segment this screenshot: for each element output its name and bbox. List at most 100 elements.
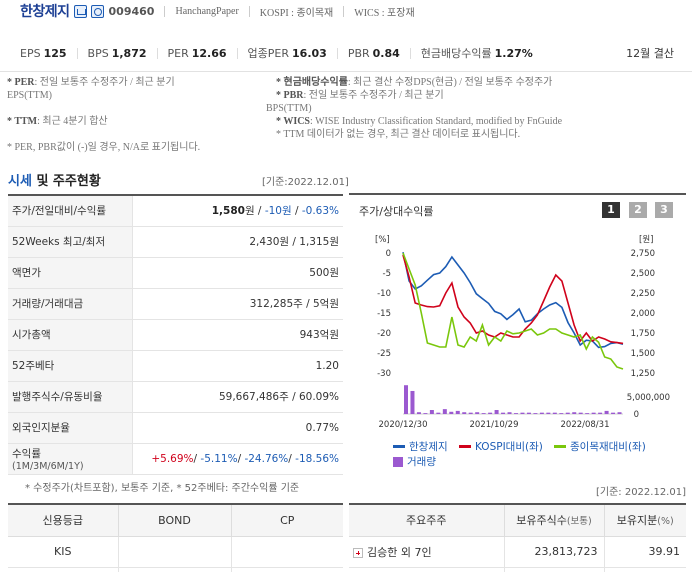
volume-bar [565,412,570,414]
stock-code: 009460 [108,4,155,18]
ir-icon[interactable] [90,4,104,18]
note-dividend: * 현금배당수익률: 최근 결산 수정DPS(현금) / 전일 보통주 수정주가 [276,77,553,88]
settlement-month: 12월 결산 [626,47,674,60]
table-row [349,567,686,572]
left-tick-label: -30 [377,369,391,379]
left-tick-label: -20 [377,329,391,339]
volume-tick-label: 0 [634,410,639,420]
volume-bar [507,412,512,414]
52w-value: 2,430원 / 1,315원 [132,226,343,258]
left-tick-label: 0 [386,249,391,259]
wics-sector: WICS : 포장재 [354,7,415,19]
left-unit: [%] [375,235,390,245]
table-row: 시가총액 943억원 [8,319,343,351]
table-footnote: * 수정주가(차트포함), 보통주 기준, * 52주베타: 주간수익률 기준 [25,483,300,494]
legend-paper[interactable]: 종이목재대비(좌) [554,439,646,454]
returns-label: 수익률 (1M/3M/6M/1Y) [8,443,133,475]
note-ttm: * TTM: 최근 4분기 합산 [7,116,108,127]
right-tick-label: 1,500 [631,349,655,359]
note-pbr-2: BPS(TTM) [266,103,312,114]
right-tick-label: 1,250 [631,369,655,379]
volume-bar [572,412,577,414]
holder-name-cell[interactable]: 김승한 외 7인 [349,536,505,568]
sector-per-label: 업종PER [247,47,290,60]
holder-shares: 23,813,723 [504,536,605,568]
volume-bar [423,413,428,414]
volume-bar [617,412,622,414]
volume-tick-label: 5,000,000 [627,393,670,403]
volume-bar [501,412,506,414]
expand-icon[interactable] [353,547,363,558]
holder-name: 김승한 외 7인 [367,545,432,559]
table-row: 발행주식수/유동비율 59,667,486주 / 60.09% [8,381,343,413]
chart-page-1-button[interactable]: 1 [602,202,620,218]
market-cap-value: 943억원 [132,319,343,351]
par-value: 500원 [132,257,343,289]
legend-kospi[interactable]: KOSPI대비(좌) [459,439,543,454]
dividend-label: 현금배당수익률 [420,47,492,60]
x-tick-label: 2022/08/31 [561,420,610,430]
chart-page-2-button[interactable]: 2 [629,202,647,218]
table-row: KIS [8,536,343,568]
volume-bar [598,412,603,414]
left-tick-label: -15 [377,309,391,319]
volume-bar [462,412,467,414]
chart-panel: 주가/상대수익률 1 2 3 [%] [원] 0 -5 -10 -15 -20 -25 -30 2… [349,193,686,469]
credit-table: 신용등급 BOND CP KIS [8,503,343,572]
right-tick-label: 2,750 [631,249,655,259]
company-eng-name: HanchangPaper [175,5,239,17]
legend-price[interactable]: 한창제지 [393,439,448,454]
x-tick-label: 2021/10/29 [470,420,519,430]
x-tick-label: 2020/12/30 [379,420,428,430]
volume-bar [559,413,564,414]
chart-page-3-button[interactable]: 3 [655,202,673,218]
volume-bar [429,410,434,414]
volume-bar [475,412,480,414]
legend-volume[interactable]: 거래량 [393,454,436,469]
beta-value: 1.20 [132,350,343,382]
pbr-label: PBR [347,46,370,60]
volume-bar [604,410,609,414]
note-na: * PER, PBR값이 (-)일 경우, N/A로 표기됩니다. [7,142,201,153]
row-label: 주가/전일대비/수익률 [8,195,133,227]
volume-bar [488,412,493,414]
volume-bar [404,385,408,414]
volume-bar [533,413,538,414]
table-row: 액면가 500원 [8,257,343,289]
volume-bar [526,412,531,414]
table-row: 52주베타 1.20 [8,350,343,382]
table-row: 52Weeks 최고/최저 2,430원 / 1,315원 [8,226,343,258]
kospi-sector: KOSPI : 종이목재 [259,7,334,19]
sector-per-value: 16.03 [292,46,327,60]
per-value: 12.66 [191,46,227,60]
volume-bar [539,412,544,414]
volume-bar [578,412,583,414]
returns-value: +5.69%/ -5.11%/ -24.76%/ -18.56% [132,443,343,475]
home-icon[interactable] [73,4,87,18]
volume-bar [494,410,499,414]
price-change: -10원 [264,205,292,218]
table-header-row: 신용등급 BOND CP [8,504,343,537]
table-row: 수익률 (1M/3M/6M/1Y) +5.69%/ -5.11%/ -24.76%… [8,443,343,475]
volume-bar [468,412,473,414]
note-pbr: * PBR: 전일 보통주 수정주가 / 최근 분기 [276,90,444,101]
eps-value: 125 [43,46,67,60]
pbr-value: 0.84 [372,46,400,60]
note-per-2: EPS(TTM) [7,90,52,101]
volume-bar [449,411,454,414]
right-tick-label: 2,000 [631,309,655,319]
table-row: 주가/전일대비/수익률 1,580원 / -10원 / -0.63% [8,195,343,227]
right-unit: [원] [639,235,653,245]
price-rate: -0.63% [301,205,339,218]
volume-bar [455,410,460,414]
volume-bar [520,412,525,414]
company-name[interactable]: 한창제지 [20,4,70,20]
volume-bar [591,412,596,414]
bps-value: 1,872 [111,46,147,60]
series-line-2 [402,252,624,370]
chart-title: 주가/상대수익률 [359,205,434,218]
volume-bar [410,390,415,414]
table-header-row: 주요주주 보유주식수(보통) 보유지분(%) [349,504,686,537]
volume-bar [442,409,447,414]
volume-bar [611,412,616,414]
